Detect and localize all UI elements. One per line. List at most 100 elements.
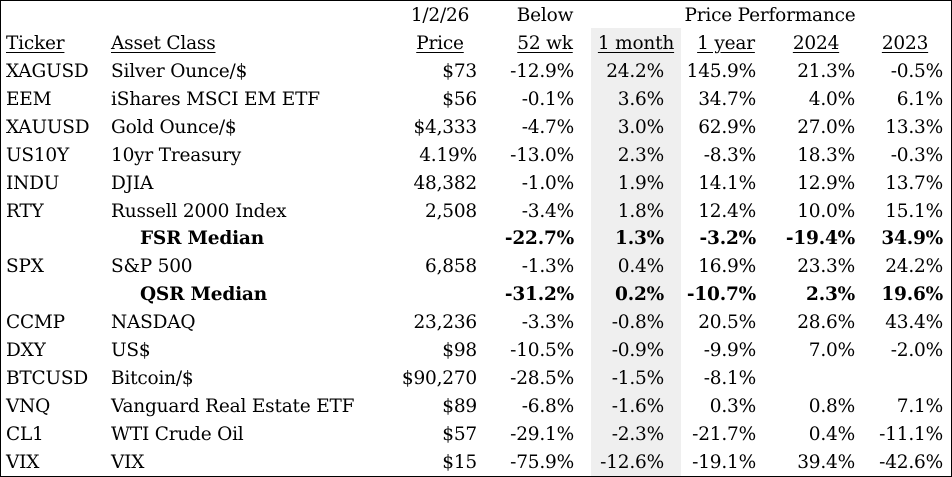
below-52wk-cell: -4.7% <box>521 117 574 138</box>
one-year-cell: -8.1% <box>703 368 756 389</box>
header-2023: 2023 <box>881 33 929 54</box>
y2023-cell: 24.2% <box>885 256 943 277</box>
one-month-cell: 0.4% <box>617 256 664 277</box>
y2023-cell: 19.6% <box>881 284 943 305</box>
below-52wk-cell: -75.9% <box>510 452 574 473</box>
ticker-cell: CL1 <box>6 424 44 445</box>
one-month-cell: 24.2% <box>606 61 664 82</box>
ticker-cell: RTY <box>6 201 44 222</box>
asset-class-cell: NASDAQ <box>111 312 196 333</box>
y2024-cell: 0.8% <box>808 396 855 417</box>
one-year-cell: 12.4% <box>698 201 756 222</box>
ticker-cell: US10Y <box>6 145 70 166</box>
header-2024: 2024 <box>792 33 840 54</box>
asset-class-cell: Russell 2000 Index <box>111 201 287 222</box>
one-year-cell: 145.9% <box>686 61 757 82</box>
header-1-year: 1 year <box>697 33 755 54</box>
header-ticker: Ticker <box>6 33 65 54</box>
below-52wk-cell: -3.3% <box>521 312 574 333</box>
one-month-cell: 1.9% <box>617 173 664 194</box>
one-year-cell: 34.7% <box>698 89 756 110</box>
price-cell: 6,858 <box>425 256 477 277</box>
one-month-cell: 0.2% <box>615 284 664 305</box>
price-cell: 2,508 <box>425 201 477 222</box>
header-52wk: 52 wk <box>517 33 573 54</box>
asset-class-cell: Silver Ounce/$ <box>111 61 248 82</box>
header-price-performance: Price Performance <box>684 5 856 26</box>
below-52wk-cell: -1.3% <box>521 256 574 277</box>
below-52wk-cell: -12.9% <box>510 61 574 82</box>
below-52wk-cell: -0.1% <box>521 89 574 110</box>
one-year-cell: 0.3% <box>709 396 756 417</box>
asset-class-cell: DJIA <box>111 173 154 194</box>
asset-class-cell: 10yr Treasury <box>111 145 241 166</box>
one-year-cell: 62.9% <box>698 117 756 138</box>
ticker-cell: INDU <box>6 173 60 194</box>
ticker-cell: XAGUSD <box>6 61 89 82</box>
one-year-cell: 14.1% <box>698 173 756 194</box>
y2023-cell: 34.9% <box>881 228 943 249</box>
price-cell: 23,236 <box>413 312 477 333</box>
one-year-cell: -10.7% <box>686 284 756 305</box>
below-52wk-cell: -22.7% <box>504 228 574 249</box>
one-month-cell: -1.5% <box>611 368 664 389</box>
asset-class-cell: VIX <box>111 452 145 473</box>
one-month-cell: 1.3% <box>615 228 664 249</box>
y2024-cell: 23.3% <box>797 256 855 277</box>
below-52wk-cell: -10.5% <box>510 340 574 361</box>
price-cell: $15 <box>442 452 477 473</box>
price-cell: $57 <box>442 424 477 445</box>
below-52wk-cell: -28.5% <box>510 368 574 389</box>
ticker-cell: BTCUSD <box>6 368 88 389</box>
below-52wk-cell: -3.4% <box>521 201 574 222</box>
asset-class-cell: QSR Median <box>140 284 267 305</box>
price-cell: $4,333 <box>413 117 477 138</box>
y2023-cell: -2.0% <box>890 340 943 361</box>
header-date: 1/2/26 <box>410 5 470 26</box>
one-month-cell: 3.0% <box>617 117 664 138</box>
asset-class-cell: Bitcoin/$ <box>111 368 194 389</box>
one-month-cell: -0.9% <box>611 340 664 361</box>
price-cell: 48,382 <box>413 173 477 194</box>
y2023-cell: 15.1% <box>885 201 943 222</box>
y2023-cell: -42.6% <box>879 452 943 473</box>
header-price: Price <box>416 33 464 54</box>
one-year-cell: -21.7% <box>692 424 756 445</box>
one-month-column-shading <box>591 28 681 476</box>
one-year-cell: 16.9% <box>698 256 756 277</box>
y2023-cell: 6.1% <box>896 89 943 110</box>
y2023-cell: -0.5% <box>890 61 943 82</box>
below-52wk-cell: -13.0% <box>510 145 574 166</box>
one-month-cell: -12.6% <box>600 452 664 473</box>
price-cell: 4.19% <box>419 145 477 166</box>
ticker-cell: VNQ <box>6 396 51 417</box>
y2023-cell: 13.3% <box>885 117 943 138</box>
one-month-cell: -0.8% <box>611 312 664 333</box>
one-year-cell: 20.5% <box>698 312 756 333</box>
one-month-cell: -1.6% <box>611 396 664 417</box>
y2024-cell: -19.4% <box>785 228 855 249</box>
price-cell: $73 <box>442 61 477 82</box>
one-year-cell: -3.2% <box>699 228 757 249</box>
asset-class-cell: iShares MSCI EM ETF <box>111 89 320 110</box>
below-52wk-cell: -29.1% <box>510 424 574 445</box>
price-cell: $89 <box>442 396 477 417</box>
ticker-cell: CCMP <box>6 312 65 333</box>
asset-class-cell: Gold Ounce/$ <box>111 117 237 138</box>
below-52wk-cell: -1.0% <box>521 173 574 194</box>
one-year-cell: -19.1% <box>692 452 756 473</box>
y2023-cell: -11.1% <box>879 424 943 445</box>
ticker-cell: VIX <box>6 452 40 473</box>
y2024-cell: 2.3% <box>806 284 855 305</box>
one-month-cell: 3.6% <box>617 89 664 110</box>
asset-class-cell: Vanguard Real Estate ETF <box>111 396 355 417</box>
below-52wk-cell: -6.8% <box>521 396 574 417</box>
y2024-cell: 21.3% <box>797 61 855 82</box>
header-asset-class: Asset Class <box>111 33 216 54</box>
asset-class-cell: FSR Median <box>140 228 264 249</box>
y2024-cell: 4.0% <box>808 89 855 110</box>
y2023-cell: 13.7% <box>885 173 943 194</box>
below-52wk-cell: -31.2% <box>504 284 574 305</box>
asset-class-cell: WTI Crude Oil <box>111 424 244 445</box>
y2024-cell: 18.3% <box>797 145 855 166</box>
